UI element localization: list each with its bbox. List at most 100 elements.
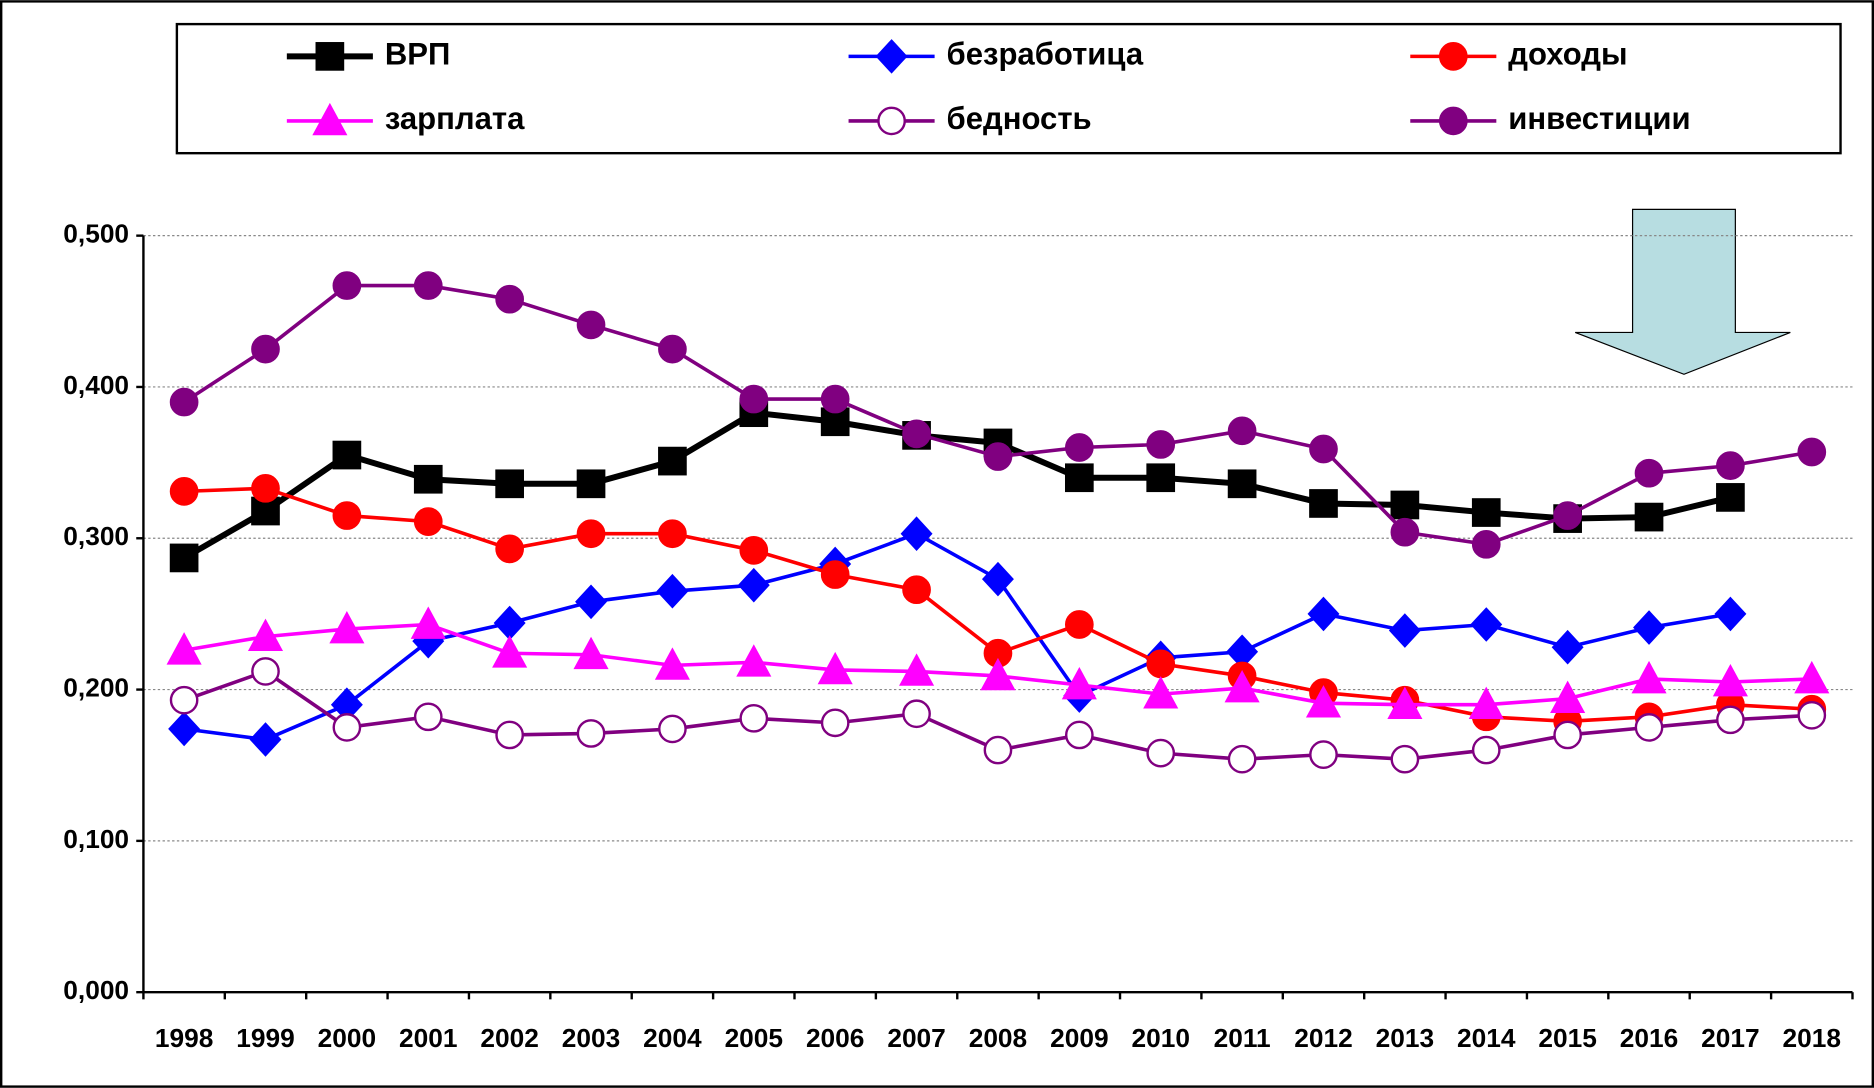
data-point xyxy=(1470,607,1503,642)
x-tick-label: 2017 xyxy=(1701,1023,1759,1053)
data-point xyxy=(1387,686,1423,720)
x-tick-label: 2016 xyxy=(1620,1023,1678,1053)
data-point xyxy=(1634,502,1664,532)
data-point xyxy=(1307,596,1340,632)
data-point xyxy=(413,702,443,732)
data-point xyxy=(1797,437,1827,467)
data-point xyxy=(1064,610,1094,639)
data-point xyxy=(1064,720,1094,750)
data-point xyxy=(820,708,850,738)
x-tick-label: 2002 xyxy=(480,1023,538,1053)
data-point xyxy=(820,384,850,414)
x-tick-label: 2000 xyxy=(318,1023,376,1053)
x-tick-label: 1999 xyxy=(236,1023,294,1053)
y-tick-label: 0,400 xyxy=(63,370,129,400)
x-tick-label: 2010 xyxy=(1131,1023,1189,1053)
data-point xyxy=(1146,649,1176,679)
data-point xyxy=(413,507,443,536)
data-point xyxy=(410,606,446,639)
data-point xyxy=(1550,680,1586,713)
data-point xyxy=(1227,469,1257,499)
data-point xyxy=(983,735,1013,765)
data-point xyxy=(656,573,689,609)
data-point xyxy=(658,334,687,364)
x-tick-label: 2011 xyxy=(1214,1023,1271,1053)
data-point xyxy=(899,653,935,686)
data-point xyxy=(169,685,199,715)
data-point xyxy=(1631,660,1667,694)
legend-marker xyxy=(312,102,348,136)
data-point xyxy=(817,651,853,685)
data-point xyxy=(1471,498,1501,527)
data-point xyxy=(1388,613,1421,648)
legend-box xyxy=(175,22,1842,155)
data-point xyxy=(169,543,199,573)
data-point xyxy=(1064,433,1094,462)
data-point xyxy=(983,442,1013,471)
data-point xyxy=(1634,458,1664,488)
x-tick-label: 2007 xyxy=(887,1023,945,1053)
x-tick-label: 2018 xyxy=(1783,1023,1841,1053)
legend-marker xyxy=(1438,42,1468,71)
data-point xyxy=(492,635,528,668)
data-point xyxy=(1390,490,1420,520)
data-point xyxy=(1146,463,1176,493)
data-point xyxy=(1224,670,1260,703)
x-tick-label: 2004 xyxy=(643,1023,702,1053)
x-tick-label: 2009 xyxy=(1050,1023,1108,1053)
data-point xyxy=(576,719,606,748)
data-point xyxy=(1309,489,1338,518)
data-point xyxy=(1634,713,1664,742)
data-point xyxy=(1390,744,1420,774)
y-tick-label: 0,200 xyxy=(63,673,129,703)
y-tick-label: 0,100 xyxy=(63,824,129,854)
data-point xyxy=(1712,663,1748,697)
data-point xyxy=(1227,416,1257,446)
data-point xyxy=(166,632,202,665)
data-point xyxy=(820,560,850,589)
data-point xyxy=(576,310,606,340)
data-point xyxy=(495,284,524,314)
data-point xyxy=(1794,660,1830,694)
data-point xyxy=(169,477,199,506)
data-point xyxy=(1471,735,1501,765)
data-point xyxy=(1227,744,1257,774)
data-point xyxy=(495,720,524,750)
legend-label: безработица xyxy=(947,37,1144,72)
x-tick-label: 2015 xyxy=(1538,1023,1596,1053)
data-point xyxy=(1143,676,1179,709)
data-point xyxy=(737,567,770,603)
data-point xyxy=(332,440,362,470)
data-point xyxy=(739,536,769,565)
data-point xyxy=(1716,483,1745,512)
x-tick-label: 2008 xyxy=(969,1023,1027,1053)
data-point xyxy=(251,334,280,364)
data-point xyxy=(1633,610,1665,645)
legend-label: зарплата xyxy=(385,101,525,136)
legend-label: ВРП xyxy=(385,37,450,72)
data-point xyxy=(658,446,687,476)
data-point xyxy=(1553,720,1582,750)
x-tick-label: 2013 xyxy=(1376,1023,1434,1053)
data-point xyxy=(413,271,443,300)
data-point xyxy=(169,387,199,417)
data-point xyxy=(736,644,772,677)
data-point xyxy=(1064,463,1094,493)
data-point xyxy=(1146,430,1176,459)
data-point xyxy=(332,713,362,742)
data-point xyxy=(332,271,362,300)
data-point xyxy=(251,657,280,686)
x-tick-label: 2003 xyxy=(562,1023,620,1053)
data-point xyxy=(332,501,362,530)
data-point xyxy=(576,519,606,549)
data-point xyxy=(1716,451,1745,480)
y-tick-label: 0,300 xyxy=(63,521,129,551)
data-point xyxy=(902,419,931,449)
data-point xyxy=(251,473,280,503)
data-point xyxy=(1551,629,1584,665)
data-point xyxy=(739,384,769,414)
data-point xyxy=(1305,685,1342,718)
data-point xyxy=(329,611,365,644)
legend-label: инвестиции xyxy=(1508,101,1690,136)
data-point xyxy=(495,534,524,564)
